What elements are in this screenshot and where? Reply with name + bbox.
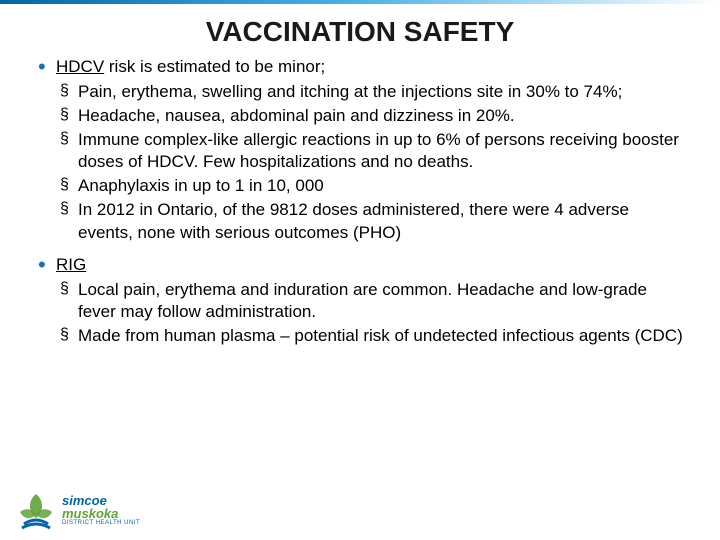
sub-list: Pain, erythema, swelling and itching at …: [56, 81, 684, 244]
main-list: HDCV risk is estimated to be minor; Pain…: [36, 56, 684, 347]
sub-list-item: Headache, nausea, abdominal pain and diz…: [78, 105, 684, 127]
list-item: RIG Local pain, erythema and induration …: [56, 254, 684, 347]
slide-title: VACCINATION SAFETY: [36, 16, 684, 48]
logo-line2: muskoka: [62, 507, 140, 520]
list-item-tail: risk is estimated to be minor;: [104, 57, 325, 76]
list-item-head: HDCV: [56, 57, 104, 76]
logo-icon: [16, 490, 56, 530]
sub-list: Local pain, erythema and induration are …: [56, 279, 684, 347]
sub-list-item: Local pain, erythema and induration are …: [78, 279, 684, 323]
sub-list-item: Immune complex-like allergic reactions i…: [78, 129, 684, 173]
sub-list-item: In 2012 in Ontario, of the 9812 doses ad…: [78, 199, 684, 243]
sub-list-item: Made from human plasma – potential risk …: [78, 325, 684, 347]
sub-list-item: Pain, erythema, swelling and itching at …: [78, 81, 684, 103]
logo-text: simcoe muskoka DISTRICT HEALTH UNIT: [62, 494, 140, 526]
list-item-head: RIG: [56, 255, 86, 274]
list-item: HDCV risk is estimated to be minor; Pain…: [56, 56, 684, 244]
slide: VACCINATION SAFETY HDCV risk is estimate…: [0, 4, 720, 540]
footer-logo: simcoe muskoka DISTRICT HEALTH UNIT: [16, 490, 140, 530]
sub-list-item: Anaphylaxis in up to 1 in 10, 000: [78, 175, 684, 197]
logo-subtitle: DISTRICT HEALTH UNIT: [62, 520, 140, 526]
